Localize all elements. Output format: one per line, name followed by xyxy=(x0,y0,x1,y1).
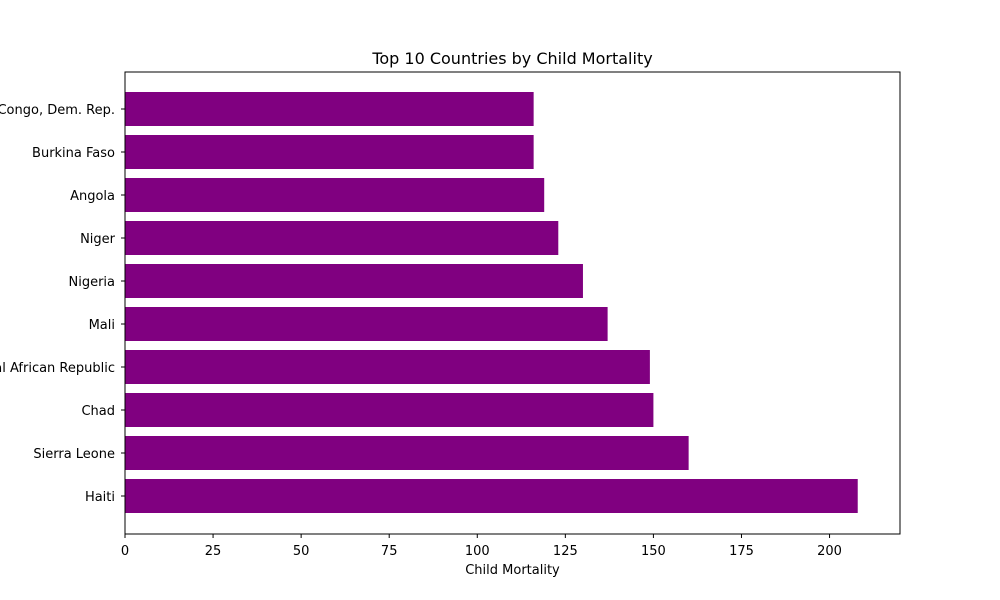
bar-congo-dem-rep xyxy=(125,92,534,126)
x-axis-ticks: 0 25 50 75 100 125 150 175 200 xyxy=(121,534,842,559)
y-tick-label: Burkina Faso xyxy=(32,146,115,161)
bar-niger xyxy=(125,221,559,255)
x-tick-label: 125 xyxy=(553,544,578,559)
bars-group xyxy=(125,92,858,513)
bar-angola xyxy=(125,178,545,212)
x-tick-label: 200 xyxy=(817,544,842,559)
y-tick-label: Haiti xyxy=(85,490,115,505)
y-tick-label: Mali xyxy=(89,318,115,333)
x-tick-label: 25 xyxy=(205,544,222,559)
x-tick-label: 50 xyxy=(293,544,310,559)
y-tick-label: Nigeria xyxy=(68,275,115,290)
bar-nigeria xyxy=(125,264,583,298)
x-axis-label: Child Mortality xyxy=(465,563,560,578)
x-tick-label: 0 xyxy=(121,544,129,559)
y-axis-ticks: Haiti Sierra Leone Chad Central African Rep… xyxy=(0,103,125,505)
bar-chad xyxy=(125,393,654,427)
y-tick-label: Chad xyxy=(81,404,115,419)
y-tick-label: Niger xyxy=(80,232,116,247)
x-tick-label: 150 xyxy=(641,544,666,559)
y-tick-label: Congo, Dem. Rep. xyxy=(0,103,115,118)
bar-sierra-leone xyxy=(125,436,689,470)
bar-burkina-faso xyxy=(125,135,534,169)
x-tick-label: 75 xyxy=(381,544,398,559)
x-tick-label: 100 xyxy=(465,544,490,559)
y-tick-label: Central African Republic xyxy=(0,361,115,376)
y-tick-label: Angola xyxy=(70,189,115,204)
chart-title: Top 10 Countries by Child Mortality xyxy=(371,49,652,68)
bar-mali xyxy=(125,307,608,341)
bar-central-african-republic xyxy=(125,350,650,384)
y-tick-label: Sierra Leone xyxy=(33,447,115,462)
x-tick-label: 175 xyxy=(729,544,754,559)
bar-haiti xyxy=(125,479,858,513)
plot-area-frame xyxy=(124,71,901,535)
